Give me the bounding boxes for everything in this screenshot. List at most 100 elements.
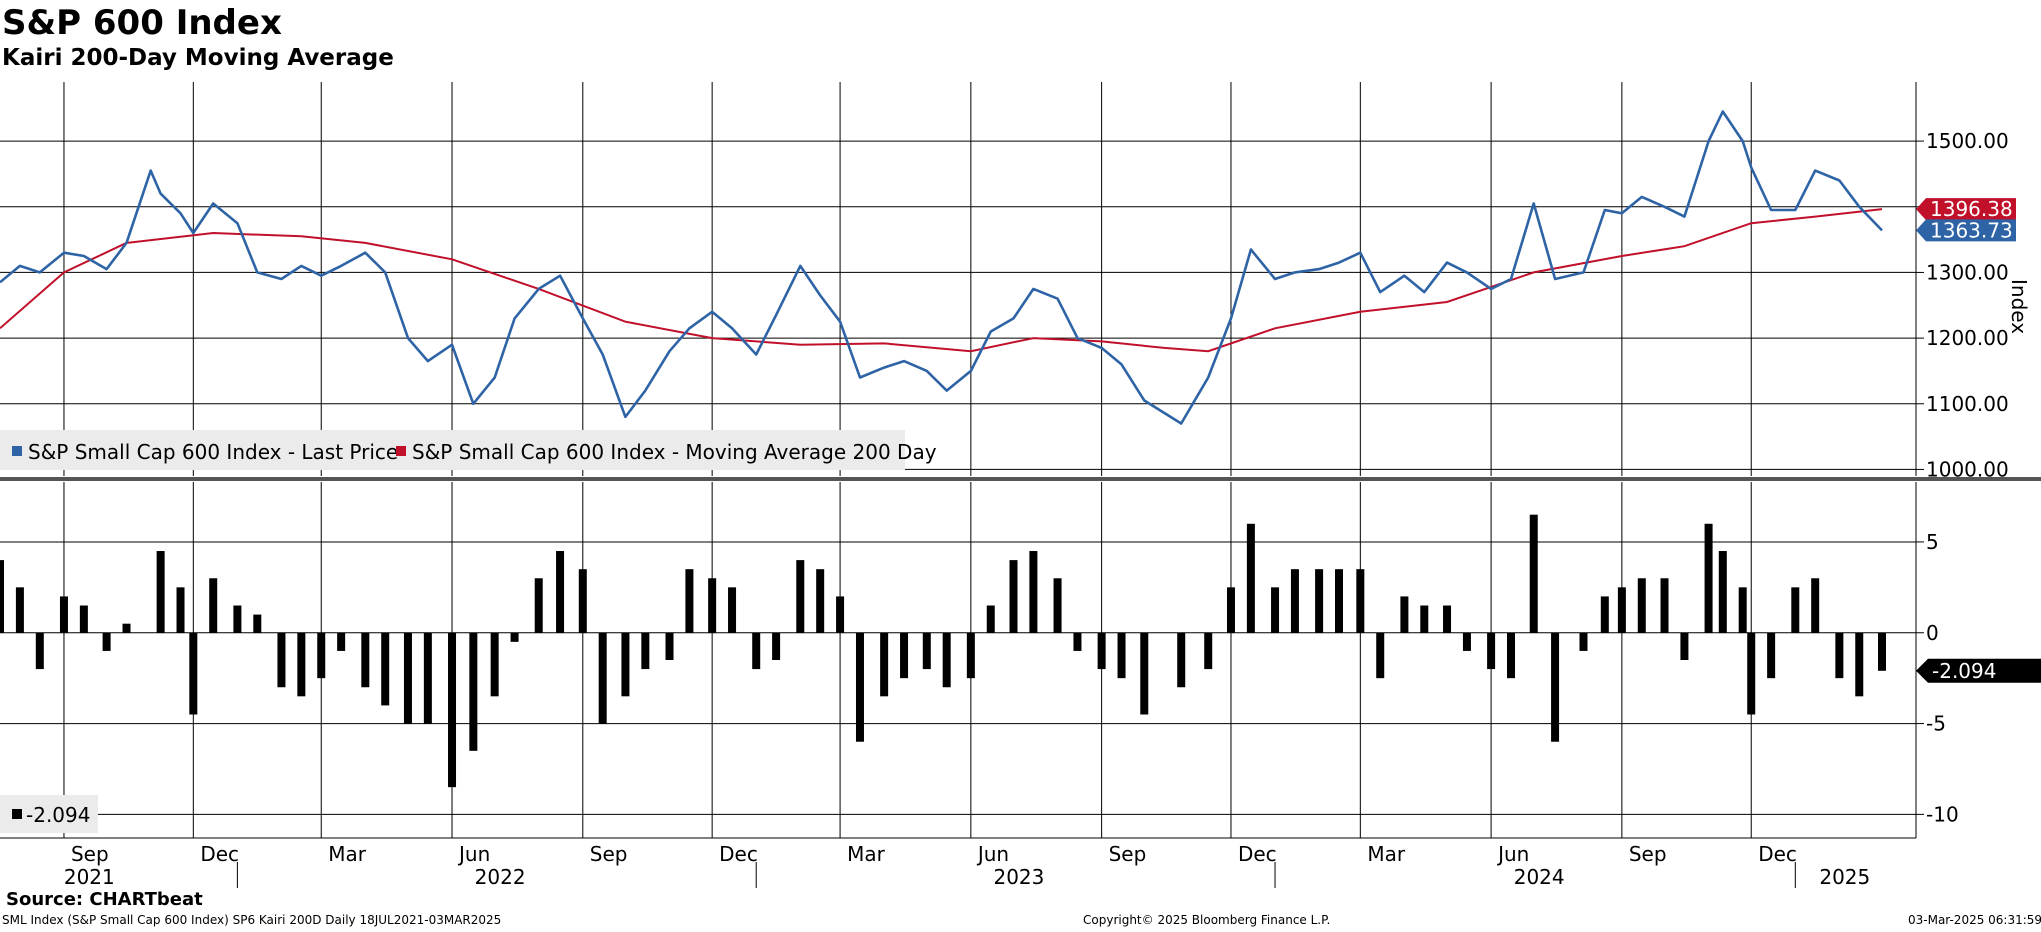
kairi-bar [1290,569,1299,633]
last-value-label-ma: 1396.38 [1930,197,2013,221]
source-label: Source: CHARTbeat [6,889,203,910]
x-tick-label-month: Mar [328,842,367,866]
y-tick-label-upper: 1200.00 [1926,326,2009,350]
kairi-bar [469,632,478,751]
x-tick-label-year: 2022 [475,865,526,889]
kairi-bar [423,632,432,724]
kairi-bar [35,632,44,670]
legend-swatch-ma [396,446,406,456]
x-tick-label-year: 2023 [993,865,1044,889]
legend-box-upper [0,430,905,470]
chart-title: S&P 600 Index [2,3,282,43]
kairi-bar [1029,551,1038,633]
kairi-bar [79,605,88,633]
kairi-bar [209,578,218,633]
kairi-bar [641,632,650,670]
kairi-bar [816,569,825,633]
legend-label-kairi: -2.094 [26,803,90,827]
panel-separator [0,477,2041,481]
kairi-bar [1680,632,1689,660]
kairi-bar [1791,587,1800,633]
y-tick-label-lower: 0 [1926,621,1939,645]
kairi-bar [253,614,262,633]
kairi-bar [1718,551,1727,633]
legend-swatch-price [12,446,22,456]
series-line-last-price [0,110,1883,425]
kairi-bar [1097,632,1106,670]
kairi-bar [1009,560,1018,633]
last-value-label-price: 1363.73 [1930,218,2013,242]
kairi-bar [1443,605,1452,633]
x-tick-label-month: Sep [71,842,109,866]
kairi-bar [836,596,845,633]
kairi-bar [900,632,909,679]
kairi-bar [1747,632,1756,715]
kairi-bar [1878,632,1886,671]
x-tick-label-month: Dec [1758,842,1797,866]
kairi-bar [317,632,326,679]
kairi-bar [772,632,781,660]
kairi-bar [1738,587,1747,633]
kairi-bar [122,623,131,633]
x-tick-label-year: 2024 [1514,865,1565,889]
kairi-bar [922,632,931,670]
kairi-bar [189,632,198,715]
kairi-bar [102,632,111,651]
y-tick-label-lower: 5 [1926,530,1939,554]
kairi-bar [1140,632,1149,715]
kairi-bar [578,569,587,633]
x-tick-label-month: Jun [457,842,490,866]
kairi-bar [1811,578,1820,633]
last-value-label-kairi: -2.094 [1932,659,1996,683]
kairi-bar [403,632,412,724]
kairi-bar [1335,569,1344,633]
footer-timestamp: 03-Mar-2025 06:31:59 [1908,913,2041,927]
y-tick-label-upper: 1100.00 [1926,392,2009,416]
y-tick-label-lower: -10 [1926,802,1959,826]
kairi-bar [297,632,306,697]
kairi-bar [1855,632,1864,697]
kairi-bar [752,632,761,670]
kairi-bar [1462,632,1471,651]
kairi-bar [1600,596,1609,633]
kairi-bar [1487,632,1496,670]
kairi-bar [1400,596,1409,633]
kairi-bar [1376,632,1385,679]
kairi-bar [1551,632,1560,742]
kairi-bar [233,605,242,633]
kairi-bar [15,587,24,633]
x-tick-label-month: Jun [976,842,1009,866]
kairi-bar [986,605,995,633]
kairi-bar [1835,632,1844,679]
kairi-bar [942,632,951,688]
kairi-bar [1637,578,1646,633]
kairi-bar [1767,632,1776,679]
kairi-bar [966,632,975,679]
kairi-bar [796,560,805,633]
kairi-bar [534,578,543,633]
kairi-bar [1177,632,1186,688]
series-line-moving-average [0,208,1883,353]
kairi-bar [1529,514,1538,633]
kairi-bar [361,632,370,688]
kairi-bar [0,560,4,633]
kairi-bar [1356,569,1365,633]
kairi-bar [510,632,519,642]
kairi-bar [855,632,864,742]
kairi-bar [598,632,607,724]
footer-copyright: Copyright© 2025 Bloomberg Finance L.P. [1083,913,1331,927]
kairi-bar [1073,632,1082,651]
kairi-bar [665,632,674,660]
x-tick-label-month: Sep [590,842,628,866]
kairi-bar [1704,523,1713,633]
kairi-bar [1271,587,1280,633]
kairi-bar [490,632,499,697]
kairi-bar [1617,587,1626,633]
kairi-bar [880,632,889,697]
last-value-label-kairi-box [1916,658,2041,683]
kairi-bar [1315,569,1324,633]
kairi-bar [685,569,694,633]
kairi-bar [381,632,390,706]
kairi-bar [708,578,717,633]
